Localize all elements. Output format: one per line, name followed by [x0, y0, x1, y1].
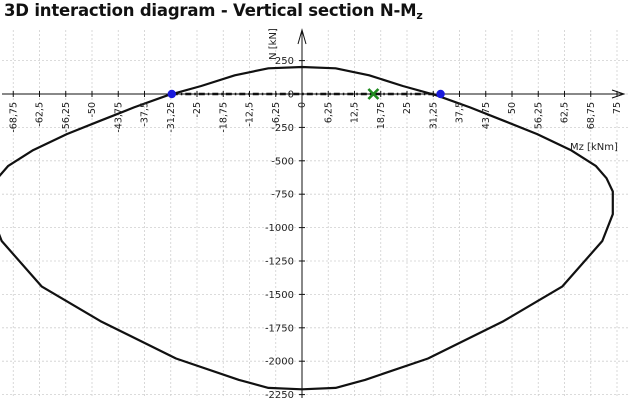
y-axis-arrow: [297, 28, 307, 45]
y-tick-label-3: -500: [271, 156, 294, 167]
y-tick-label-9: -2000: [265, 357, 294, 368]
x-tick-label-10: -12,5: [245, 102, 256, 127]
x-tick-label-9: -18,75: [218, 102, 229, 133]
x-tick-label-21: 56,25: [533, 102, 544, 129]
series-line-0: [0, 65, 614, 391]
x-tick-labels: -75-68,75-62,5-56,25-50-43,75-37,5-31,25…: [8, 102, 623, 133]
x-tick-label-4: -50: [87, 102, 98, 118]
vertical-gridlines: [12, 30, 618, 398]
chart-title-main: 3D interaction diagram - Vertical sectio…: [4, 1, 417, 20]
x-tick-label-18: 37,5: [455, 102, 466, 123]
markers: [167, 88, 445, 100]
horizontal-gridlines: [2, 60, 628, 396]
x-tick-label-3: -56,25: [61, 102, 72, 133]
x-tick-label-16: 25: [402, 102, 413, 114]
y-tick-label-1: 0: [288, 90, 294, 101]
axes: [2, 28, 626, 398]
y-tick-labels: 250 0 -250 -500 -750 -1000 -1250 -1500 -1750 -200…: [265, 56, 294, 401]
x-tick-label-11: -6,25: [271, 102, 282, 127]
x-tick-label-14: 12,5: [350, 102, 361, 123]
x-axis-arrow: [611, 89, 626, 99]
interaction-curve: [0, 65, 614, 391]
x-axis-label: Mz [kNm]: [570, 142, 618, 153]
y-axis-label: N [kN]: [268, 28, 279, 60]
y-tick-label-10: -2250: [265, 390, 294, 401]
chart-title: 3D interaction diagram - Vertical sectio…: [4, 1, 423, 22]
x-tick-label-6: -37,5: [140, 102, 151, 127]
y-tick-label-7: -1500: [265, 290, 294, 301]
x-tick-label-7: -31,25: [166, 102, 177, 133]
x-tick-label-15: 18,75: [376, 102, 387, 129]
x-tick-label-12: 0: [297, 102, 308, 108]
point-marker-1: [436, 89, 445, 99]
x-tick-label-23: 68,75: [586, 102, 597, 129]
y-tick-label-5: -1000: [265, 223, 294, 234]
y-tick-label-2: -250: [271, 123, 294, 134]
x-tick-label-20: 50: [507, 102, 518, 114]
x-tick-label-1: -68,75: [8, 102, 19, 133]
x-tick-label-8: -25: [192, 102, 203, 118]
x-tick-label-24: 75: [612, 102, 623, 114]
x-tick-label-19: 43,75: [481, 102, 492, 129]
x-tick-label-2: -62,5: [35, 102, 46, 127]
point-marker-0: [167, 89, 176, 99]
y-tick-label-0: 250: [275, 56, 294, 67]
x-tick-label-13: 6,25: [323, 102, 334, 123]
cross-marker: [367, 88, 380, 100]
x-tick-label-5: -43,75: [113, 102, 124, 133]
x-tick-label-22: 62,5: [560, 102, 571, 123]
x-tick-label-17: 31,25: [428, 102, 439, 129]
y-tick-label-8: -1750: [265, 323, 294, 334]
chart-title-subscript: z: [416, 9, 423, 22]
y-tick-label-4: -750: [271, 190, 294, 201]
y-tick-label-6: -1250: [265, 257, 294, 268]
